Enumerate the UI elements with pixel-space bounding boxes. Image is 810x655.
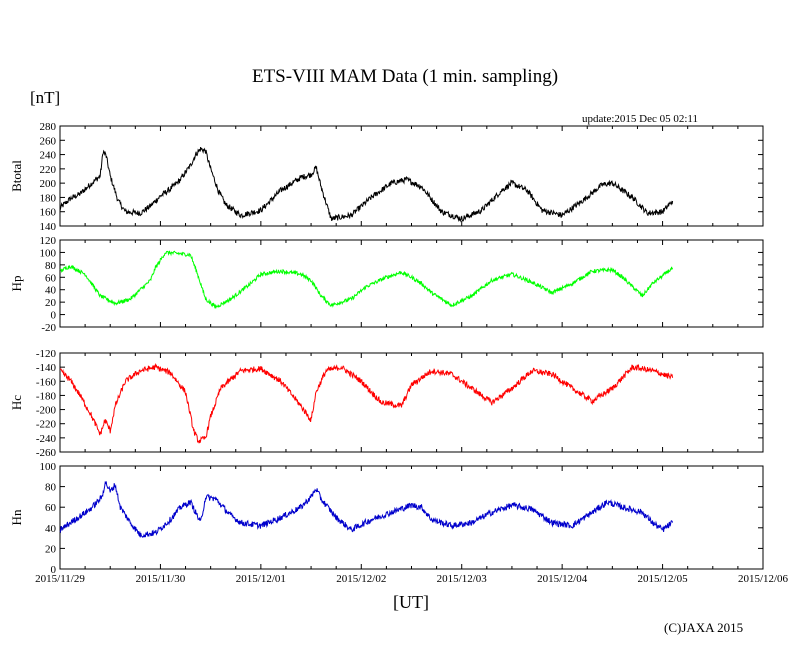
y-tick-label: -240 [36,433,57,445]
x-tick-label: 2015/12/06 [738,573,789,585]
y-tick-label: 60 [45,272,57,284]
y-tick-label: -160 [36,376,57,388]
y-tick-label: -200 [36,405,57,417]
y-tick-label: 0 [51,310,57,322]
y-axis-label: Hn [9,509,24,525]
x-tick-label: 2015/12/04 [537,573,588,585]
x-axis-label: [UT] [393,592,429,612]
y-axis-label: Btotal [9,160,24,192]
copyright-text: (C)JAXA 2015 [664,620,744,635]
y-tick-label: 260 [40,135,57,147]
x-tick-label: 2015/12/03 [437,573,488,585]
series-line-Hc [59,362,674,444]
y-tick-label: -220 [36,419,57,431]
series-line-Btotal [59,146,674,223]
unit-label: [nT] [30,88,61,107]
chart-title: ETS-VIII MAM Data (1 min. sampling) [251,66,559,87]
x-tick-label: 2015/11/29 [35,573,85,585]
y-tick-label: -120 [36,348,57,360]
y-tick-label: 60 [45,502,57,514]
panel-frame-Hn [59,465,764,570]
y-tick-label: -260 [36,447,57,459]
y-tick-label: 280 [40,121,57,133]
y-tick-label: 80 [45,260,57,272]
y-tick-label: -20 [41,322,56,334]
y-tick-label: 200 [40,178,57,190]
y-tick-label: 40 [45,523,57,535]
panel-frame-Hc [59,352,764,453]
series-line-Hp [59,250,674,309]
y-tick-label: 160 [40,207,57,219]
x-tick-label: 2015/12/05 [638,573,689,585]
y-tick-label: -140 [36,362,57,374]
panel-frame-Btotal [59,125,764,227]
y-tick-label: 240 [40,150,57,162]
x-tick-label: 2015/11/30 [136,573,186,585]
y-tick-label: 100 [40,461,57,473]
series-line-Hn [59,480,674,538]
x-tick-label: 2015/12/02 [336,573,386,585]
y-tick-label: 40 [45,285,57,297]
y-tick-label: 180 [40,192,57,204]
y-tick-label: 0 [51,564,57,576]
y-tick-label: 140 [40,221,57,233]
x-tick-label: 2015/12/01 [236,573,286,585]
y-tick-label: 20 [45,297,57,309]
y-axis-label: Hc [9,395,24,410]
y-tick-label: -180 [36,390,57,402]
y-tick-label: 20 [45,543,57,555]
y-tick-label: 220 [40,164,57,176]
update-timestamp: update:2015 Dec 05 02:11 [582,113,698,125]
y-axis-label: Hp [9,276,24,292]
y-tick-label: 80 [45,482,57,494]
y-tick-label: 120 [40,235,57,247]
y-tick-label: 100 [40,247,57,259]
